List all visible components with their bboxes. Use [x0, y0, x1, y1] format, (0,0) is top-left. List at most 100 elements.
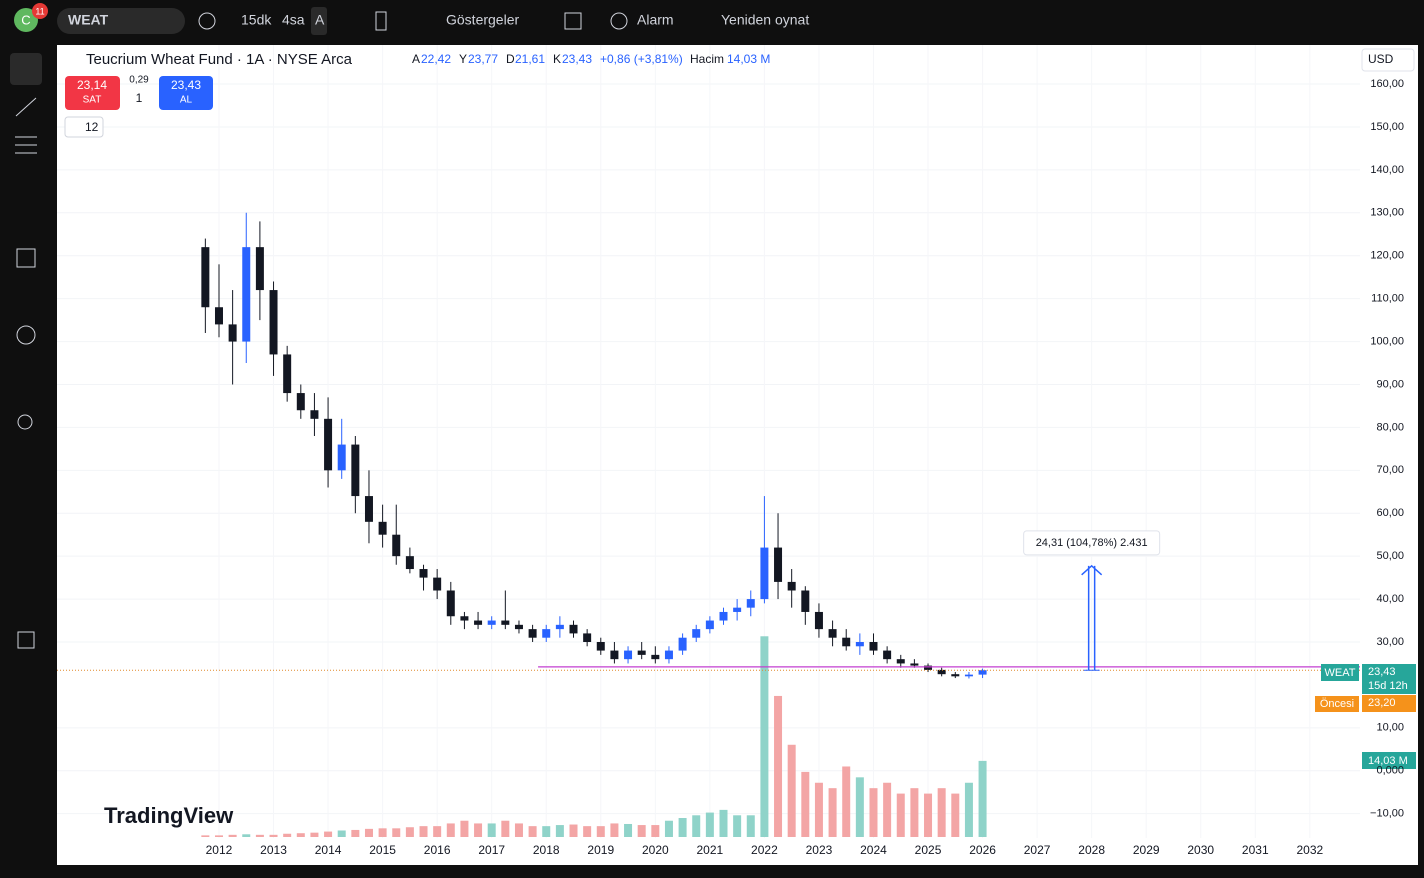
tag-countdown: 15d 12h — [1368, 680, 1408, 692]
y-tick-label: 100,00 — [1370, 335, 1404, 347]
measure-box — [1023, 530, 1161, 556]
add-icon[interactable] — [198, 12, 216, 30]
volume-bar — [310, 832, 319, 837]
y-tick-label: 160,00 — [1370, 78, 1404, 90]
y-tick-label: 10,00 — [1376, 722, 1404, 734]
volume-bar — [678, 818, 687, 837]
volume-bar — [255, 834, 264, 837]
y-tick-label: 130,00 — [1370, 207, 1404, 219]
tag-bg — [1321, 664, 1359, 681]
interval[interactable]: 4sa — [282, 12, 305, 28]
quantity[interactable]: 1 — [136, 91, 143, 105]
candle-body — [255, 247, 264, 291]
y-tick-label: 80,00 — [1376, 421, 1404, 433]
replay[interactable]: Yeniden oynat — [721, 12, 809, 28]
x-tick-label: 2018 — [533, 843, 560, 857]
x-tick-label: 2021 — [697, 843, 724, 857]
layout-icon[interactable] — [564, 12, 582, 30]
tag-bg — [1362, 695, 1416, 712]
collapse-count: 12 — [85, 120, 99, 134]
y-tick-label: 0,000 — [1376, 765, 1404, 777]
badge — [32, 3, 48, 19]
interval[interactable]: A — [315, 12, 325, 28]
volume-bar — [896, 793, 905, 837]
legend: Teucrium Wheat Fund · 1A · NYSE Arca A 2… — [64, 48, 1415, 138]
sell-button[interactable] — [65, 76, 120, 110]
candle-body — [269, 290, 278, 355]
tag-volume: 14,03 M — [1368, 755, 1408, 767]
volume-bar — [542, 826, 551, 837]
collapse-button[interactable] — [64, 116, 104, 138]
volume-bar — [596, 826, 605, 837]
candle-body — [405, 556, 414, 570]
y-tick-label: 70,00 — [1376, 464, 1404, 476]
crosshair-tool[interactable] — [10, 53, 42, 85]
tag-pre-label: Öncesi — [1320, 698, 1354, 710]
x-tick-label: 2014 — [315, 843, 342, 857]
candle-body — [528, 629, 537, 638]
price-tags: WEAT 23,43 15d 12h Öncesi 23,20 14,03 M — [1315, 664, 1416, 769]
buy-button[interactable] — [159, 76, 213, 110]
candle-body — [637, 650, 646, 655]
volume-bar — [351, 829, 360, 837]
candle-body — [733, 607, 742, 612]
x-tick-label: 2012 — [206, 843, 233, 857]
candle-body — [651, 654, 660, 660]
currency-button[interactable] — [1361, 48, 1415, 72]
candle-body — [978, 670, 987, 675]
candle-body — [555, 624, 564, 630]
candle-body — [487, 620, 496, 625]
x-tick-label: 2024 — [860, 843, 887, 857]
volume-bar — [514, 823, 523, 837]
volume-bar — [337, 830, 346, 837]
ohlc-label: Y — [459, 52, 467, 66]
candle-body — [869, 641, 878, 651]
candle-body — [624, 650, 633, 660]
volume-bar — [528, 826, 537, 837]
x-tick-label: 2017 — [478, 843, 505, 857]
ohlc-value: 23,43 — [562, 52, 592, 66]
candle-body — [242, 247, 251, 342]
candle-body — [569, 624, 578, 634]
avatar[interactable] — [14, 8, 38, 32]
alarm[interactable]: Alarm — [637, 12, 674, 28]
candle-body — [664, 650, 673, 660]
volume-bar — [855, 777, 864, 837]
chart-type-icon[interactable] — [375, 11, 387, 31]
volume-bar — [624, 823, 633, 837]
volume-bar — [228, 834, 237, 837]
candle-body — [719, 611, 728, 621]
candle-body — [542, 629, 551, 638]
candle-body — [596, 641, 605, 651]
x-tick-label: 2019 — [587, 843, 614, 857]
tag-bg — [1315, 696, 1359, 712]
left-toolbar — [0, 42, 52, 873]
interval[interactable]: 15dk — [241, 12, 272, 28]
x-tick-label: 2030 — [1187, 843, 1214, 857]
candle-body — [324, 418, 333, 471]
candle-body — [310, 410, 319, 419]
badge-count: 11 — [35, 6, 44, 16]
volume-bar — [664, 820, 673, 837]
sell-label: SAT — [83, 95, 102, 106]
volume-bar — [937, 788, 946, 837]
volume-bar — [637, 825, 646, 837]
x-tick-label: 2028 — [1078, 843, 1105, 857]
ohlc-label: A — [412, 52, 420, 66]
volume-bar — [460, 820, 469, 837]
y-tick-label: 30,00 — [1376, 636, 1404, 648]
x-tick-label: 2020 — [642, 843, 669, 857]
indicators[interactable]: Göstergeler — [446, 12, 519, 28]
candle-body — [228, 324, 237, 342]
volume-bar — [269, 834, 278, 837]
y-tick-label: 150,00 — [1370, 121, 1404, 133]
candle-body — [433, 577, 442, 591]
volume-bar — [242, 834, 251, 837]
volume-bar — [433, 826, 442, 837]
spread: 0,29 — [129, 75, 149, 86]
symbol-search[interactable] — [57, 8, 185, 34]
x-tick-label: 2026 — [969, 843, 996, 857]
currency: USD — [1368, 52, 1394, 66]
alarm-icon[interactable] — [610, 12, 628, 30]
